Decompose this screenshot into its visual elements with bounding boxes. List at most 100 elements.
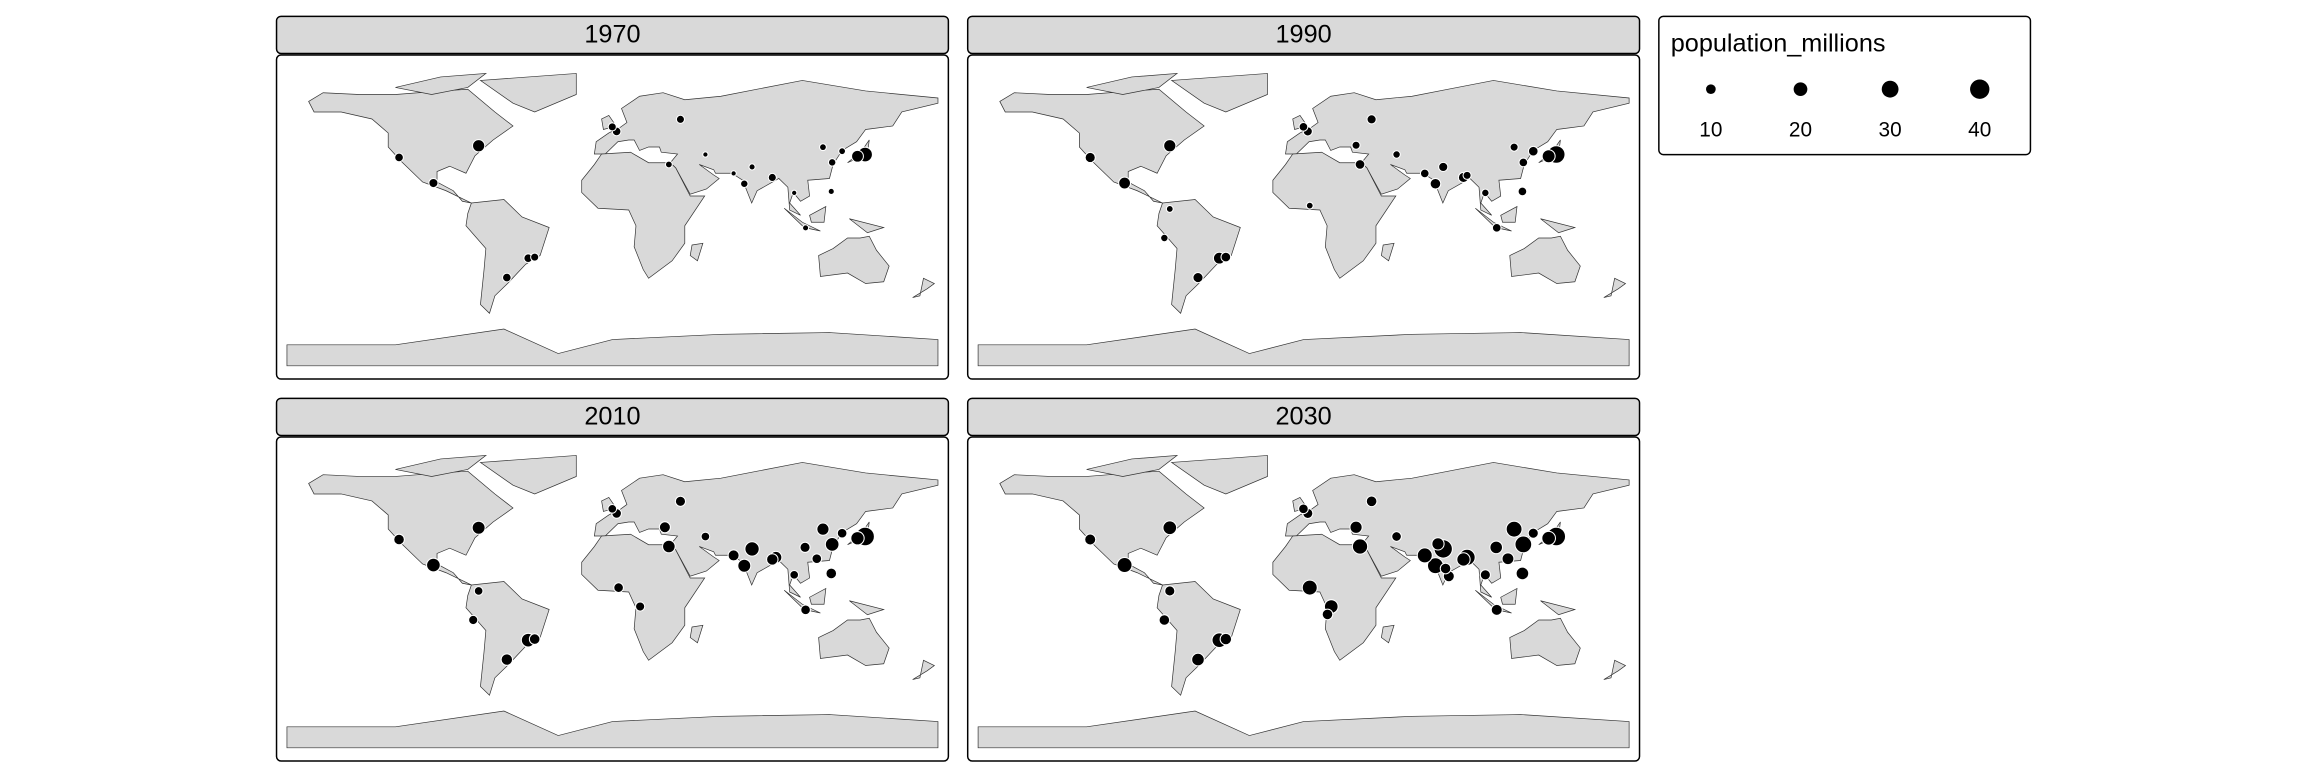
city-bubble (1118, 176, 1132, 190)
legend-label: 40 (1968, 118, 1991, 141)
city-bubble (1158, 614, 1171, 626)
city-bubble (1321, 608, 1334, 621)
panel-strip (966, 397, 1641, 437)
city-bubble (1351, 538, 1369, 555)
city-bubble (789, 569, 800, 580)
panel-title: 1970 (584, 20, 640, 48)
city-bubble (394, 152, 404, 163)
city-bubble (838, 147, 847, 156)
city-bubble (1349, 520, 1363, 534)
city-bubble (1084, 151, 1096, 164)
city-bubble (471, 139, 486, 153)
city-bubble (635, 601, 646, 612)
city-bubble (1479, 569, 1491, 581)
city-bubble (1431, 537, 1445, 551)
legend-symbol (1793, 82, 1808, 97)
panel-strip (966, 15, 1641, 55)
city-bubble (500, 653, 514, 666)
city-bubble (1392, 150, 1401, 159)
city-bubble (607, 503, 618, 514)
city-bubble (766, 553, 779, 566)
city-bubble (1505, 520, 1523, 538)
city-bubble (836, 527, 848, 539)
city-bubble (827, 158, 837, 167)
city-bubble (1456, 552, 1471, 567)
city-bubble (1541, 530, 1557, 546)
city-bubble (1305, 201, 1314, 210)
city-bubble (850, 531, 865, 546)
legend-box (1658, 15, 2032, 156)
city-bubble (827, 187, 835, 196)
city-bubble (816, 522, 830, 536)
city-bubble (1527, 527, 1539, 539)
city-bubble (501, 272, 512, 283)
panels: 1970 1990 2010 2030 (275, 15, 1641, 762)
city-bubble (791, 189, 798, 197)
panel: 1990 (966, 15, 1641, 380)
city-bubble (1365, 495, 1378, 508)
city-bubble (1462, 170, 1472, 180)
city-bubble (1419, 168, 1430, 179)
city-bubble (528, 633, 541, 645)
city-bubble (700, 531, 711, 542)
city-bubble (1481, 188, 1490, 198)
city-bubble (1301, 579, 1318, 596)
city-bubble (824, 537, 840, 552)
city-bubble (825, 567, 838, 580)
city-bubble (1509, 142, 1519, 152)
city-bubble (800, 604, 811, 616)
city-bubble (1438, 161, 1449, 173)
city-bubble (767, 172, 777, 183)
city-bubble (819, 143, 827, 152)
legend: population_millions 10 20 30 40 (1658, 15, 2032, 156)
city-bubble (737, 558, 752, 573)
city-bubble (1164, 585, 1176, 597)
legend-label: 30 (1879, 118, 1902, 141)
city-bubble (799, 541, 811, 553)
city-bubble (1165, 205, 1174, 213)
city-bubble (802, 224, 810, 232)
city-bubble (1501, 552, 1515, 566)
city-bubble (1220, 251, 1232, 263)
legend-symbol (1970, 79, 1990, 99)
city-bubble (1490, 603, 1503, 616)
city-bubble (748, 163, 756, 171)
legend-title: population_millions (1671, 29, 1886, 57)
city-bubble (473, 586, 484, 596)
city-bubble (1160, 233, 1169, 243)
panel-title: 2010 (584, 402, 640, 430)
city-bubble (658, 521, 671, 534)
city-bubble (675, 114, 686, 124)
city-bubble (674, 495, 687, 507)
city-bubble (1527, 145, 1539, 157)
city-bubble (471, 520, 486, 535)
city-bubble (851, 149, 864, 163)
city-bubble (664, 160, 673, 169)
city-bubble (468, 614, 479, 626)
city-bubble (1116, 557, 1133, 574)
legend-label: 10 (1699, 118, 1722, 141)
city-bubble (740, 179, 749, 189)
city-bubble (1514, 535, 1533, 554)
city-bubble (1163, 139, 1177, 153)
city-bubble (1298, 503, 1309, 515)
city-bubble (1192, 271, 1204, 284)
city-bubble (662, 539, 676, 554)
city-bubble (727, 549, 740, 562)
city-bubble (1429, 177, 1442, 190)
city-bubble (1518, 157, 1529, 168)
city-bubble (530, 252, 540, 262)
city-bubble (730, 170, 737, 177)
panel: 2030 (966, 397, 1641, 762)
city-bubble (1219, 632, 1233, 646)
city-bubble (1416, 547, 1433, 564)
legend-label: 20 (1789, 118, 1812, 141)
legend-symbol (1706, 84, 1716, 95)
city-bubble (1084, 533, 1097, 546)
city-bubble (426, 557, 441, 573)
city-bubble (1298, 122, 1309, 132)
city-bubble (1351, 140, 1361, 150)
city-bubble (1541, 149, 1556, 164)
city-bubble (1354, 159, 1366, 170)
